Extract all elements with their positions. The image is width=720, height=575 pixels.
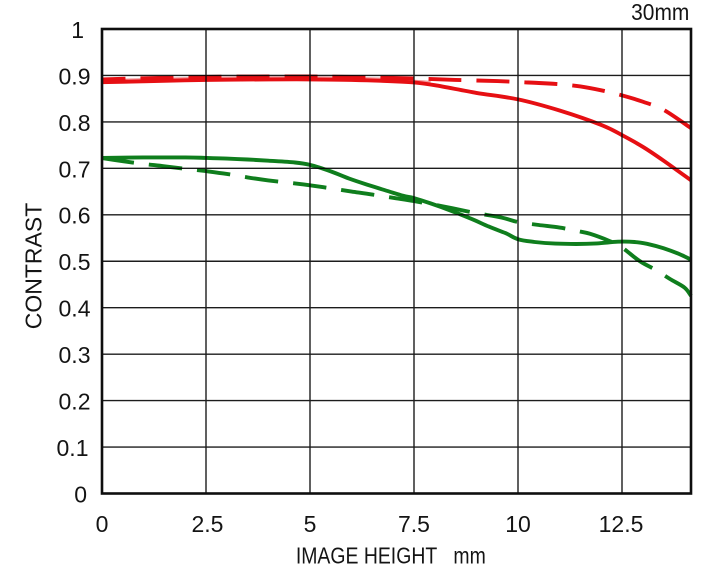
svg-text:12.5: 12.5 <box>599 511 644 537</box>
svg-text:0.5: 0.5 <box>59 249 91 275</box>
svg-text:0: 0 <box>96 511 109 537</box>
svg-text:0.3: 0.3 <box>59 342 91 368</box>
svg-text:0.6: 0.6 <box>59 203 91 229</box>
svg-text:10: 10 <box>505 511 531 537</box>
svg-text:0.4: 0.4 <box>59 296 91 322</box>
svg-text:0.2: 0.2 <box>59 389 91 415</box>
svg-text:5: 5 <box>304 511 317 537</box>
svg-text:IMAGE HEIGHT mm: IMAGE HEIGHT mm <box>296 543 486 569</box>
svg-text:7.5: 7.5 <box>398 511 430 537</box>
svg-text:0.9: 0.9 <box>59 63 91 89</box>
svg-text:0.1: 0.1 <box>57 435 89 461</box>
svg-text:0.7: 0.7 <box>59 156 91 182</box>
svg-text:0.8: 0.8 <box>59 110 91 136</box>
svg-text:0: 0 <box>74 481 87 507</box>
svg-text:CONTRAST: CONTRAST <box>21 203 47 330</box>
svg-text:30mm: 30mm <box>631 0 689 25</box>
svg-text:2.5: 2.5 <box>192 511 224 537</box>
svg-text:1: 1 <box>71 17 84 43</box>
